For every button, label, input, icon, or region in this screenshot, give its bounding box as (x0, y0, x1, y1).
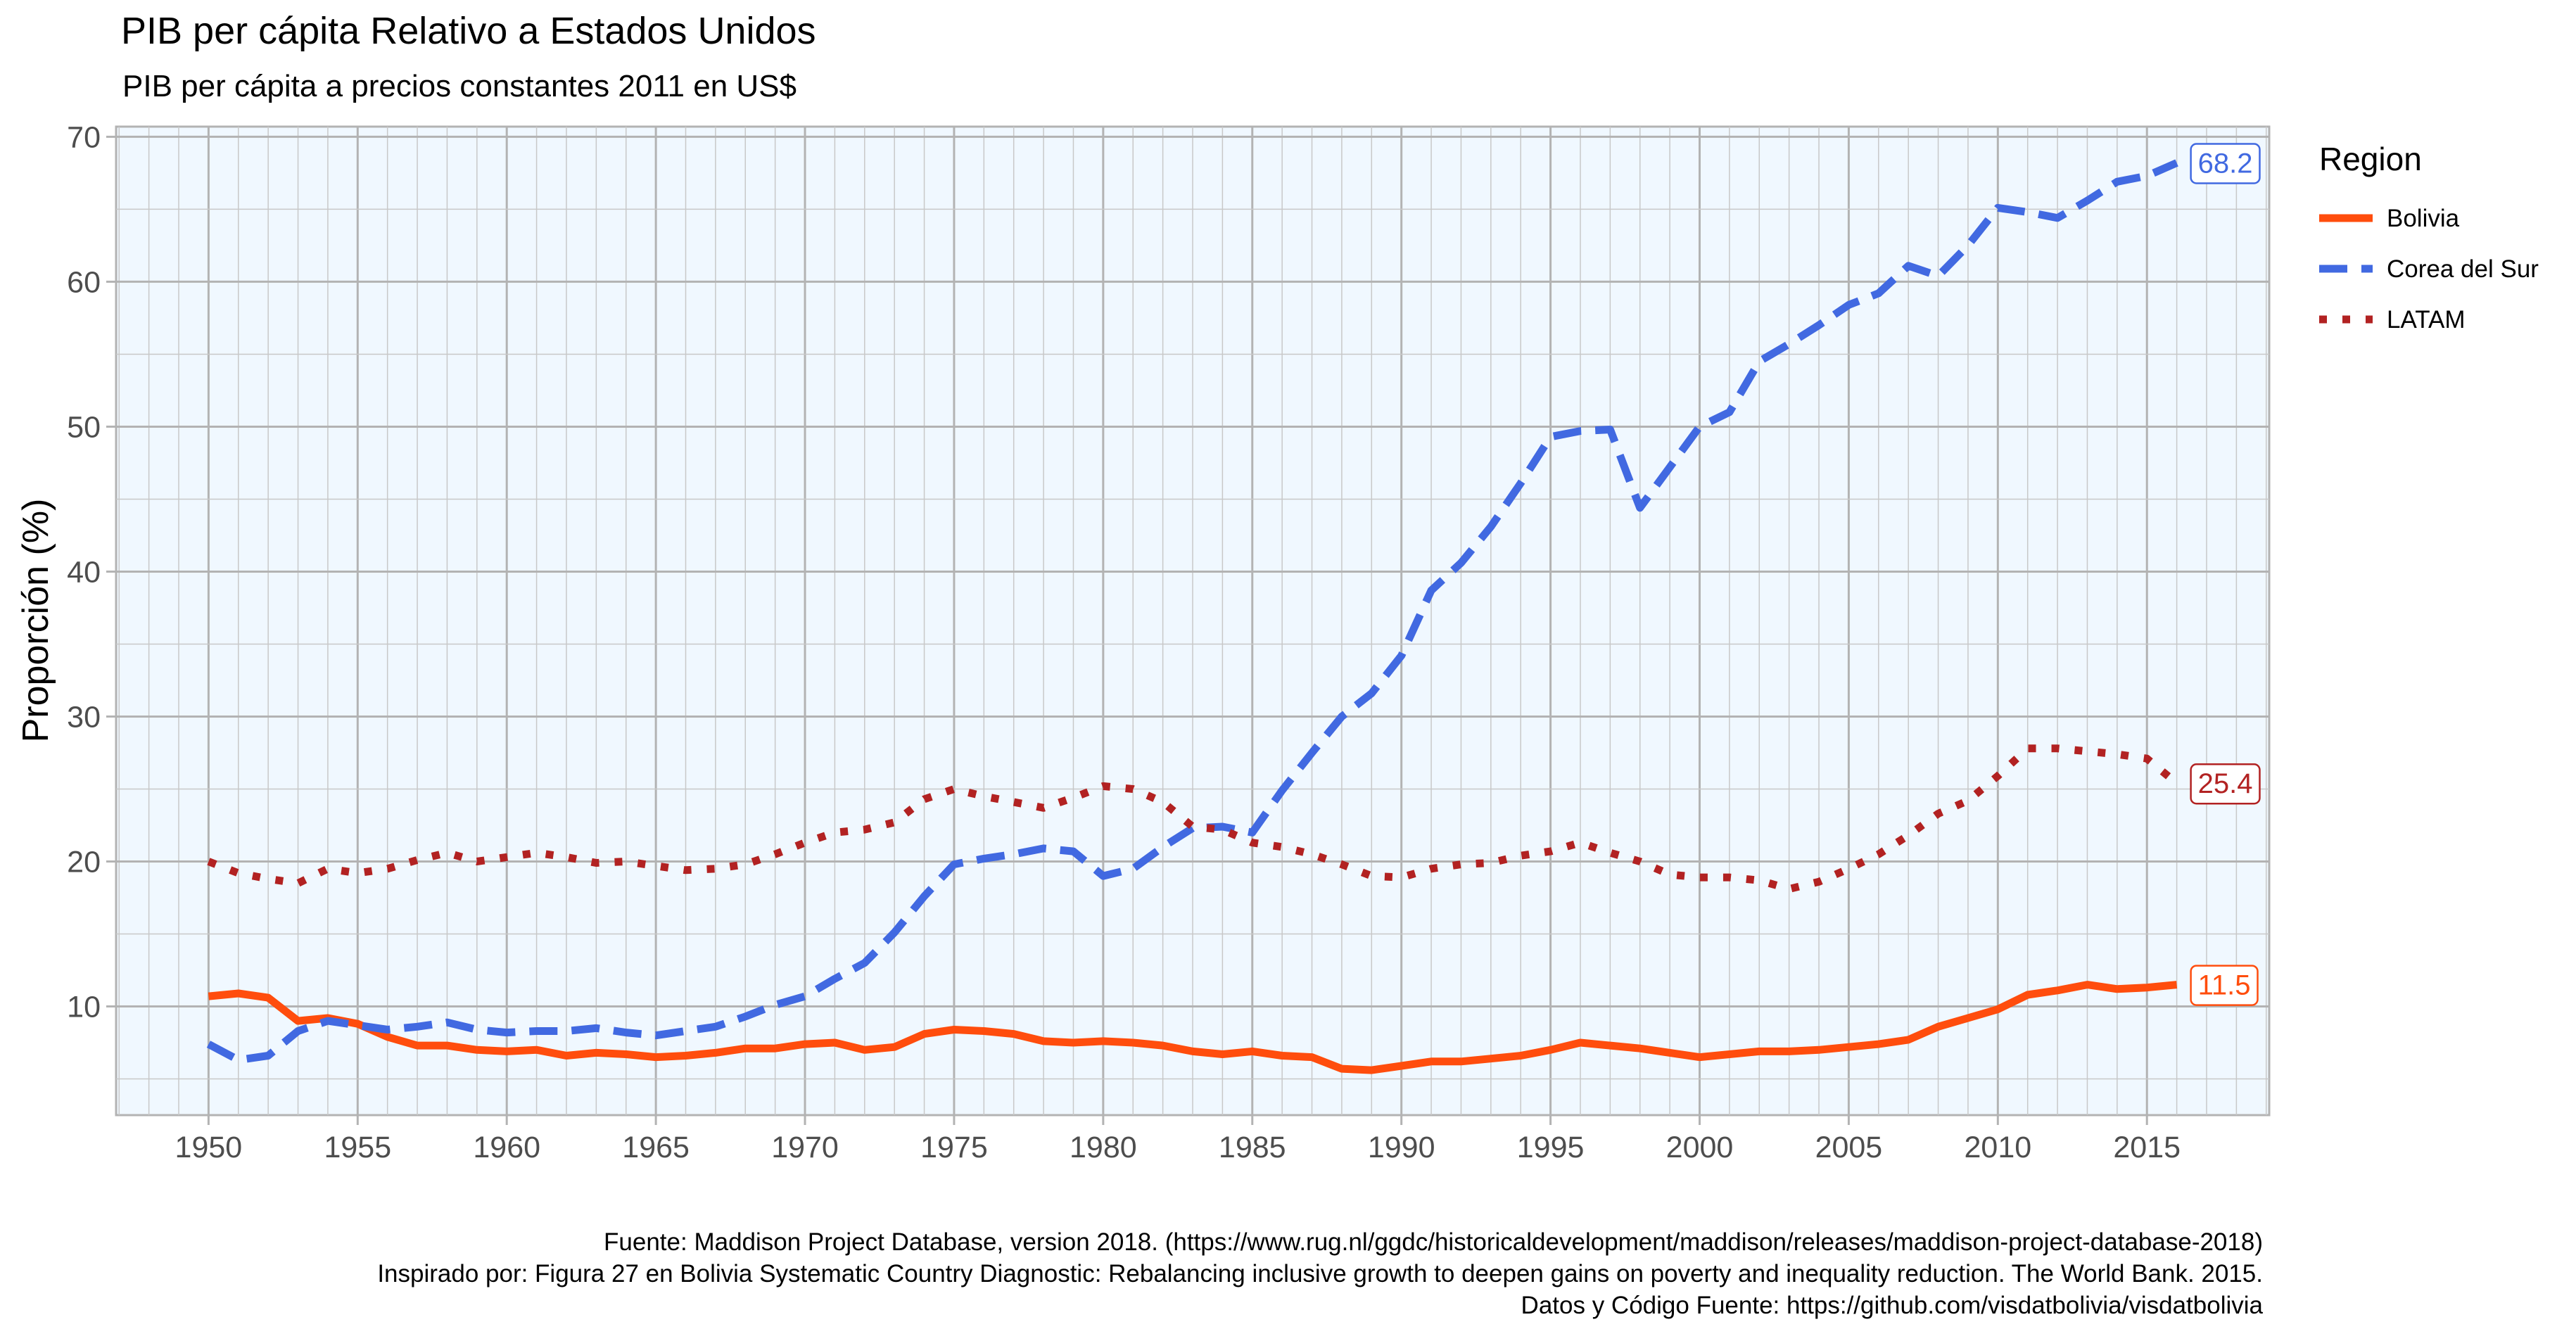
series-line-corea-del-sur (206, 159, 2178, 1064)
y-axis: 10 20 30 40 50 60 70 (67, 120, 116, 1024)
y-tick-label: 70 (67, 120, 101, 154)
legend: Region Bolivia Corea del Sur LATAM (2319, 141, 2539, 333)
y-tick-label: 60 (67, 265, 101, 299)
end-label-text: 25.4 (2198, 768, 2253, 799)
end-label-text: 11.5 (2198, 970, 2251, 1001)
y-axis-label: Proporción (%) (15, 499, 56, 743)
legend-item-bolivia: Bolivia (2319, 205, 2460, 232)
x-tick-label: 1985 (1219, 1131, 1286, 1164)
x-axis: 1950 1955 1960 1965 1970 1975 1980 1985 1990 1995… (175, 1115, 2181, 1164)
x-tick-label: 1990 (1368, 1131, 1435, 1164)
y-tick-label: 20 (67, 845, 101, 879)
x-tick-label: 2015 (2113, 1131, 2181, 1164)
legend-label: LATAM (2387, 306, 2466, 333)
x-tick-label: 1960 (473, 1131, 540, 1164)
x-tick-label: 2005 (1815, 1131, 1883, 1164)
x-tick-label: 1980 (1070, 1131, 1137, 1164)
end-label-corea-del-sur: 68.2 (2190, 143, 2261, 184)
legend-item-corea-del-sur: Corea del Sur (2319, 255, 2539, 283)
end-labels: 11.5 68.2 25.4 (2190, 143, 2261, 1006)
series-lines (206, 159, 2180, 1074)
end-label-bolivia: 11.5 (2190, 965, 2259, 1006)
x-tick-label: 1955 (324, 1131, 391, 1164)
y-tick-label: 40 (67, 555, 101, 589)
legend-label: Bolivia (2387, 205, 2460, 232)
caption-line-inspiration: Inspirado por: Figura 27 en Bolivia Syst… (377, 1260, 2263, 1287)
y-tick-label: 50 (67, 410, 101, 444)
legend-title: Region (2319, 141, 2422, 177)
x-tick-label: 1970 (771, 1131, 839, 1164)
legend-label: Corea del Sur (2387, 255, 2539, 283)
end-label-box (2190, 965, 2259, 1006)
caption-line-code: Datos y Código Fuente: https://github.co… (1521, 1292, 2264, 1319)
caption-line-source: Fuente: Maddison Project Database, versi… (604, 1228, 2263, 1256)
end-label-box (2190, 143, 2261, 184)
chart-subtitle: PIB per cápita a precios constantes 2011… (122, 69, 797, 103)
x-tick-label: 2000 (1666, 1131, 1734, 1164)
caption: Fuente: Maddison Project Database, versi… (377, 1228, 2263, 1319)
x-tick-label: 1995 (1517, 1131, 1585, 1164)
x-tick-label: 1975 (920, 1131, 988, 1164)
end-label-box (2190, 763, 2261, 805)
series-line-bolivia (208, 981, 2178, 1074)
x-tick-label: 2010 (1964, 1131, 2031, 1164)
end-label-text: 68.2 (2198, 148, 2253, 179)
end-label-latam: 25.4 (2190, 763, 2261, 805)
legend-item-latam: LATAM (2319, 306, 2466, 333)
chart-title: PIB per cápita Relativo a Estados Unidos (121, 10, 816, 52)
x-tick-label: 1965 (622, 1131, 690, 1164)
y-tick-label: 30 (67, 700, 101, 734)
x-tick-label: 1950 (175, 1131, 243, 1164)
grid-lines (116, 127, 2269, 1115)
y-tick-label: 10 (67, 990, 101, 1024)
